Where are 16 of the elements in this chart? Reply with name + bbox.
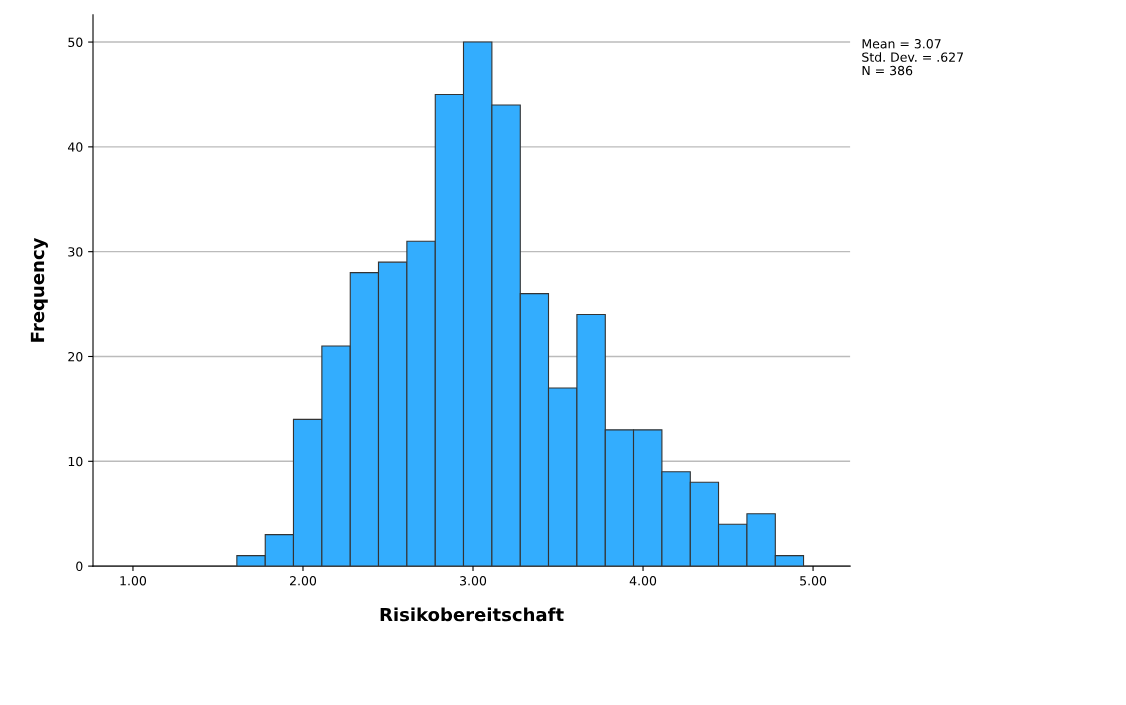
x-tick-label: 4.00 [629,576,657,586]
y-tick-label: 10 [68,456,83,467]
y-tick-label: 20 [68,351,83,362]
x-tick-label: 5.00 [800,576,827,586]
text: N = 386 [862,65,913,76]
x-tick-label: 1.00 [120,576,147,586]
text: Mean = 3.07 [862,39,941,49]
x-tick-label: 3.00 [460,576,487,586]
y-tick-label: 0 [76,561,83,572]
x-axis-title: Risikobereitschaft [380,607,564,622]
y-tick-label: 30 [68,247,83,257]
text: Std. Dev. = .627 [862,52,964,62]
y-axis-title: Frequency [30,237,48,342]
y-tick-label: 40 [67,142,83,152]
x-tick-label: 2.00 [289,576,317,586]
y-tick-label: 50 [68,37,83,47]
